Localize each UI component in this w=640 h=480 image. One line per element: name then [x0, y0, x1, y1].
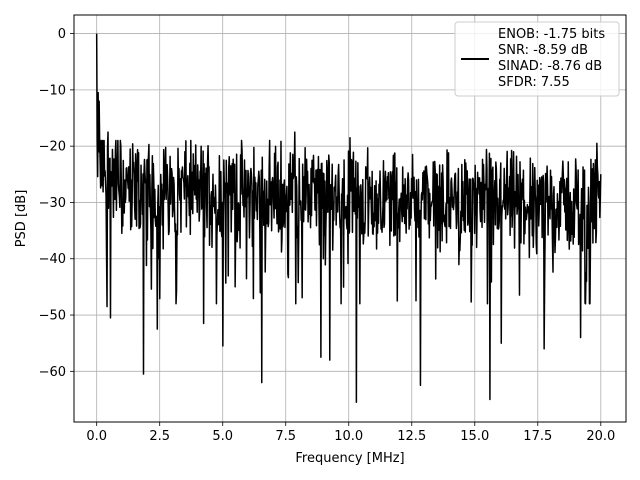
legend-box — [454, 21, 620, 97]
legend-enob: ENOB: -1.75 bits — [498, 27, 605, 42]
x-tick-label: 17.5 — [523, 429, 552, 444]
psd-trace — [95, 33, 602, 404]
x-tick-label: 12.5 — [397, 429, 426, 444]
legend-snr: SNR: -8.59 dB — [498, 43, 588, 58]
x-axis-label: Frequency [MHz] — [295, 451, 404, 466]
y-tick-label: −50 — [39, 309, 66, 324]
x-tick-label: 20.0 — [586, 429, 615, 444]
x-axis-ticks: 0.0 2.5 5.0 7.5 10.0 12.5 15.0 17.5 20.0 — [86, 422, 615, 444]
x-tick-label: 5.0 — [212, 429, 233, 444]
y-tick-label: −60 — [39, 365, 66, 380]
x-tick-label: 7.5 — [275, 429, 296, 444]
legend-sinad: SINAD: -8.76 dB — [498, 59, 602, 74]
y-axis-label: PSD [dB] — [14, 190, 29, 248]
y-tick-label: −20 — [39, 140, 66, 155]
y-tick-label: 0 — [58, 27, 66, 42]
legend: ENOB: -1.75 bits SNR: -8.59 dB SINAD: -8… — [454, 21, 620, 97]
y-tick-label: −40 — [39, 252, 66, 267]
x-tick-label: 2.5 — [149, 429, 170, 444]
psd-line — [95, 33, 602, 404]
plot-frame — [73, 14, 627, 423]
y-tick-label: −10 — [39, 83, 66, 98]
legend-sfdr: SFDR: 7.55 — [498, 75, 570, 90]
y-axis-ticks: 0 −10 −20 −30 −40 −50 −60 — [39, 27, 74, 380]
x-tick-label: 15.0 — [460, 429, 489, 444]
x-tick-label: 10.0 — [334, 429, 363, 444]
y-tick-label: −30 — [39, 196, 66, 211]
x-tick-label: 0.0 — [86, 429, 107, 444]
